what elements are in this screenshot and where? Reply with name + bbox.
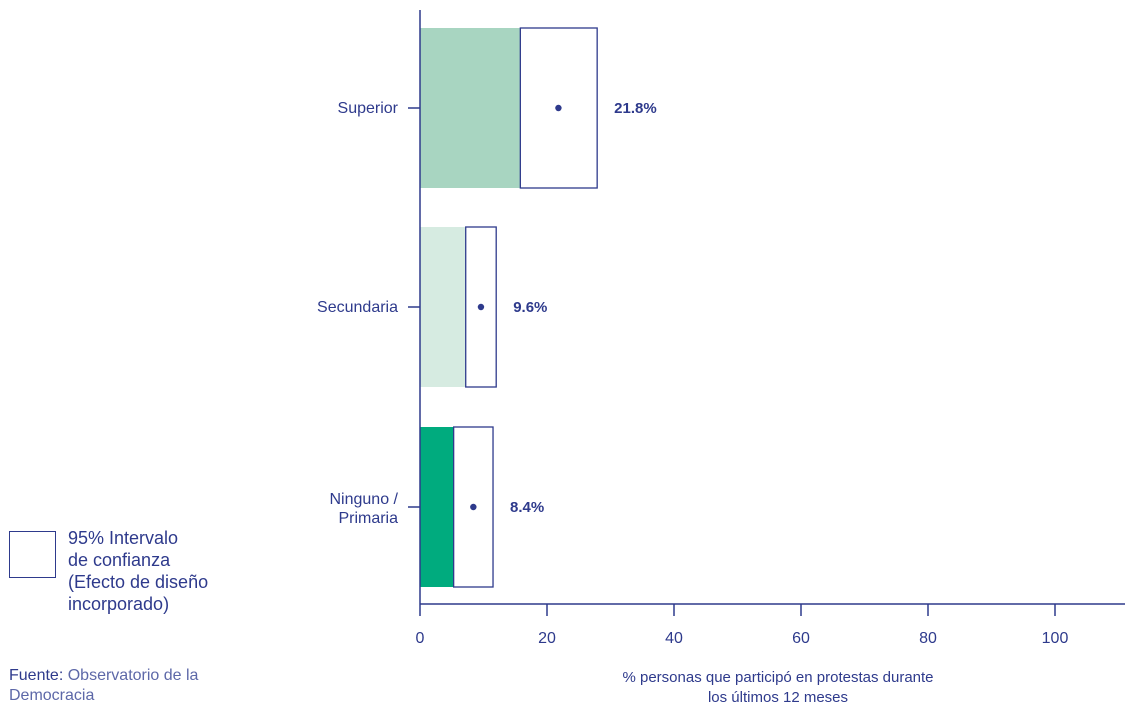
- x-tick-label-0: 0: [416, 630, 425, 647]
- category-label-0: Superior: [338, 100, 399, 117]
- source-note: Fuente: Observatorio de la Democracia: [9, 666, 239, 706]
- bar-0: [420, 28, 521, 188]
- bar-1: [420, 227, 466, 387]
- source-key: Fuente:: [9, 667, 64, 684]
- x-tick-label-2: 40: [665, 630, 683, 647]
- ci-box-2: [453, 426, 494, 588]
- point-estimate-2: [470, 503, 477, 511]
- legend-label: 95% Intervalo de confianza (Efecto de di…: [68, 528, 209, 614]
- value-label-1: 9.6%: [513, 299, 547, 316]
- x-axis-label: % personas que participó en protestas du…: [622, 669, 933, 706]
- axes-layer: [408, 10, 1125, 616]
- point-estimate-0: [555, 104, 562, 112]
- source-text: Observatorio de la Democracia: [9, 667, 199, 704]
- value-label-2: 8.4%: [510, 499, 544, 516]
- point-estimate-1: [477, 303, 485, 311]
- bars-layer: [420, 27, 598, 588]
- x-tick-label-3: 60: [792, 630, 810, 647]
- x-tick-label-5: 100: [1042, 630, 1069, 647]
- category-label-2: Ninguno / Primaria: [330, 491, 399, 527]
- legend-ci-swatch: [9, 531, 56, 578]
- category-label-1: Secundaria: [317, 299, 398, 316]
- x-tick-label-1: 20: [538, 630, 556, 647]
- labels-layer: 21.8% Superior 9.6% Secundaria 8.4% Ninguno /…: [317, 100, 1068, 706]
- value-label-0: 21.8%: [614, 100, 657, 117]
- bar-2: [420, 427, 454, 587]
- x-tick-label-4: 80: [919, 630, 937, 647]
